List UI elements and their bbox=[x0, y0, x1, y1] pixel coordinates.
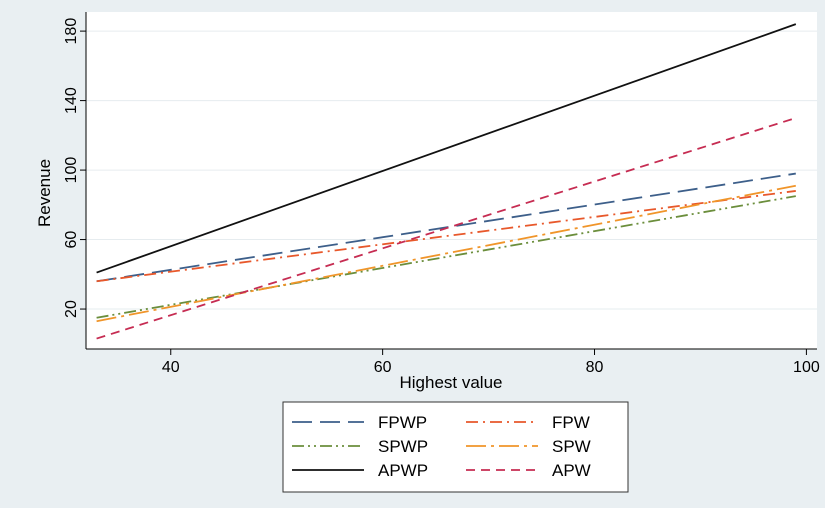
legend-label-apw: APW bbox=[552, 461, 591, 480]
y-tick-label: 100 bbox=[63, 157, 80, 184]
series-line-spw bbox=[96, 184, 796, 323]
y-tick-label: 60 bbox=[63, 231, 80, 249]
series-line-apwp bbox=[96, 23, 797, 274]
legend-label-fpw: FPW bbox=[552, 413, 590, 432]
y-tick-label: 140 bbox=[63, 87, 80, 114]
series-lines bbox=[96, 23, 797, 340]
x-tick-label: 40 bbox=[162, 359, 180, 376]
legend-box bbox=[282, 401, 629, 493]
legend-label-fpwp: FPWP bbox=[378, 413, 427, 432]
x-axis-label: Highest value bbox=[399, 373, 502, 392]
legend-label-spwp: SPWP bbox=[378, 437, 428, 456]
series-line-spwp bbox=[96, 195, 796, 319]
series-line-apw bbox=[96, 117, 797, 340]
plot-area bbox=[86, 12, 817, 349]
x-tick-label: 60 bbox=[374, 359, 392, 376]
y-axis-label: Revenue bbox=[35, 159, 54, 227]
series-line-fpw bbox=[96, 190, 796, 283]
legend-label-apwp: APWP bbox=[378, 461, 428, 480]
grid-lines bbox=[86, 30, 817, 310]
y-tick-label: 20 bbox=[63, 300, 80, 318]
x-tick-label: 80 bbox=[586, 359, 604, 376]
legend: FPWP FPW SPWP SPW APWP APW bbox=[282, 401, 629, 493]
x-tick-label: 100 bbox=[793, 359, 820, 376]
legend-label-spw: SPW bbox=[552, 437, 591, 456]
axes: 20 60 100 140 180 40 60 80 100 bbox=[63, 12, 820, 376]
y-tick-label: 180 bbox=[63, 18, 80, 45]
